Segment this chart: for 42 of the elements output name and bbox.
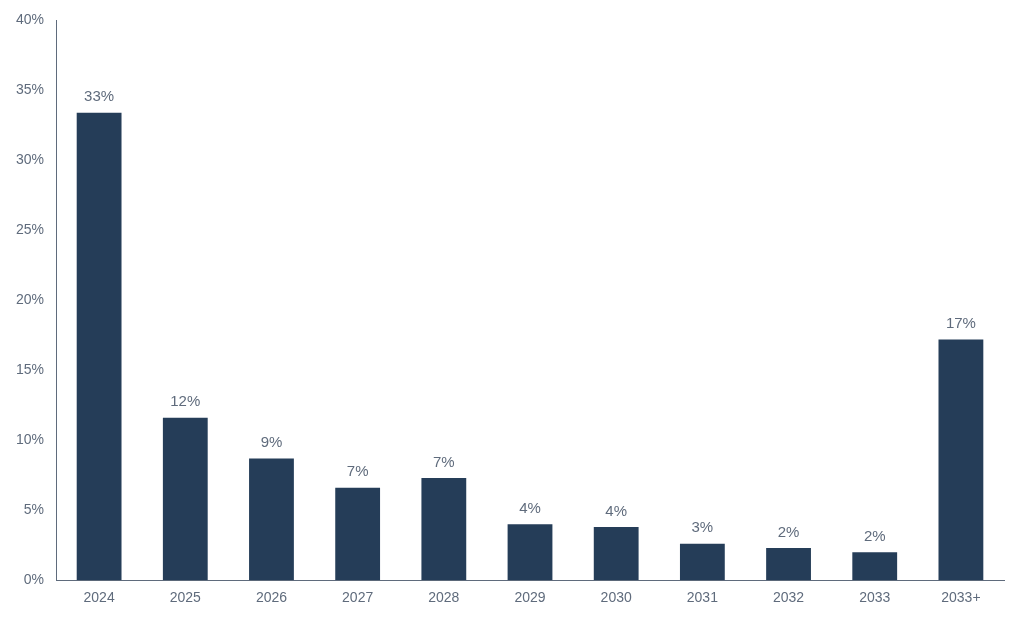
- bar: [766, 548, 811, 581]
- y-tick-label: 25%: [15, 221, 45, 238]
- data-label: 2%: [777, 522, 800, 540]
- bar: [76, 112, 122, 581]
- x-tick-label: 2033: [859, 589, 891, 606]
- x-tick-label: 2024: [83, 589, 115, 606]
- x-tick-label: 2027: [342, 589, 374, 606]
- data-label: 17%: [945, 314, 976, 332]
- bar: [162, 417, 208, 581]
- y-tick-label: 40%: [15, 11, 45, 28]
- x-tick-label: 2030: [600, 589, 632, 606]
- y-tick-label: 0%: [23, 571, 45, 588]
- x-tick-label: 2032: [772, 589, 805, 606]
- data-label: 2%: [863, 526, 886, 544]
- data-label: 4%: [605, 501, 628, 519]
- data-label: 12%: [170, 392, 201, 410]
- data-label: 3%: [691, 518, 714, 536]
- bar: [679, 543, 725, 581]
- bar: [507, 524, 553, 581]
- x-tick-label: 2025: [169, 589, 202, 606]
- y-tick-label: 20%: [15, 291, 45, 308]
- bar: [938, 339, 984, 581]
- data-label: 33%: [84, 87, 115, 105]
- y-tick-label: 15%: [15, 361, 45, 378]
- bar: [421, 478, 467, 581]
- data-label: 7%: [346, 462, 369, 480]
- bar: [335, 487, 381, 581]
- data-label: 7%: [432, 452, 455, 470]
- bar: [593, 527, 639, 581]
- bar: [249, 458, 294, 581]
- y-tick-label: 5%: [23, 501, 45, 518]
- data-label: 4%: [519, 498, 541, 516]
- x-tick-label: 2029: [514, 589, 546, 606]
- x-tick-label: 2028: [428, 589, 460, 606]
- y-tick-label: 35%: [15, 81, 45, 98]
- x-tick-label: 2026: [255, 589, 288, 606]
- y-tick-label: 10%: [15, 431, 45, 448]
- x-tick-label: 2031: [686, 589, 719, 606]
- data-label: 9%: [260, 433, 283, 451]
- y-tick-label: 30%: [15, 151, 45, 168]
- x-tick-label: 2033+: [941, 589, 981, 606]
- bar: [852, 552, 898, 581]
